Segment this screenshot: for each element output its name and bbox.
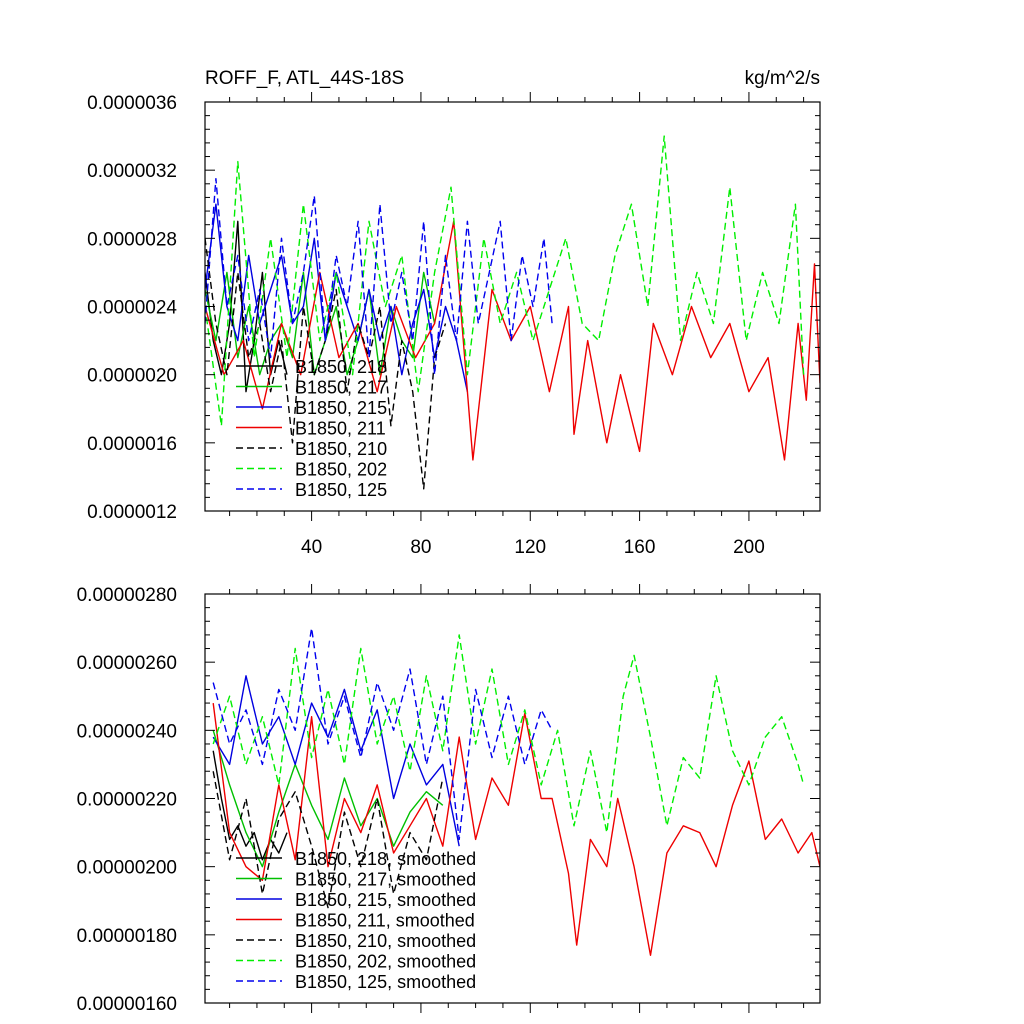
legend-label: B1850, 211 [295,419,386,439]
series-line-1 [212,730,444,868]
y-tick-label: 0.0000028 [87,229,177,250]
series-line-6 [205,177,553,376]
top-panel: 0.0000012 0.0000016 0.0000020 0.0000024 0.00… [87,68,821,558]
legend-label: B1850, 202 [295,460,387,480]
legend-label: B1850, 211, smoothed [295,911,475,931]
legend-label: B1850, 210, smoothed [295,931,476,951]
y-tick-label: 0.0000016 [87,434,177,455]
series-group [205,135,820,490]
y-tick-label: 0.00000220 [77,790,177,811]
chart-units: kg/m^2/s [745,68,820,89]
legend-label: B1850, 125, smoothed [295,972,476,992]
y-tick-label: 0.00000180 [77,926,177,947]
x-tick-label: 200 [733,537,765,558]
series-line-1 [205,271,436,376]
legend-label: B1850, 217 [295,378,387,398]
legend-label: B1850, 218, smoothed [295,849,476,869]
legend-label: B1850, 210 [295,439,387,459]
series-line-3 [212,703,820,956]
y-tick-label: 0.00000260 [77,653,177,674]
series-line-5 [205,135,805,427]
bottom-panel: 0.00000160 0.00000180 0.00000200 0.00000220… [77,584,821,1015]
x-tick-label: 80 [410,537,431,558]
x-tick-label: 160 [624,537,656,558]
series-line-3 [205,220,820,461]
y-tick-label: 0.0000012 [87,502,177,523]
series-line-5 [212,634,805,834]
series-group [212,627,820,956]
legend-label: B1850, 218 [295,357,387,377]
y-tick-label: 0.0000036 [87,93,177,114]
legend-label: B1850, 125 [295,480,387,500]
y-tick-label: 0.0000020 [87,366,177,387]
legend-label: B1850, 215, smoothed [295,890,476,910]
series-line-4 [212,771,444,909]
legend-label: B1850, 215 [295,398,387,418]
y-tick-label: 0.00000200 [77,858,177,879]
y-tick-label: 0.00000160 [77,994,177,1015]
y-tick-label: 0.0000032 [87,161,177,182]
series-line-0 [212,750,288,861]
series-line-6 [212,627,553,841]
series-line-2 [205,203,469,392]
legend-label: B1850, 202, smoothed [295,952,476,972]
y-tick-label: 0.00000240 [77,721,177,742]
x-tick-label: 40 [301,537,322,558]
series-line-2 [212,675,460,847]
chart-title: ROFF_F, ATL_44S-18S [205,68,404,89]
series-line-0 [205,220,288,393]
x-tick-label: 120 [514,537,546,558]
y-tick-label: 0.0000024 [87,298,177,319]
y-tick-label: 0.00000280 [77,585,177,606]
legend-label: B1850, 217, smoothed [295,870,476,890]
